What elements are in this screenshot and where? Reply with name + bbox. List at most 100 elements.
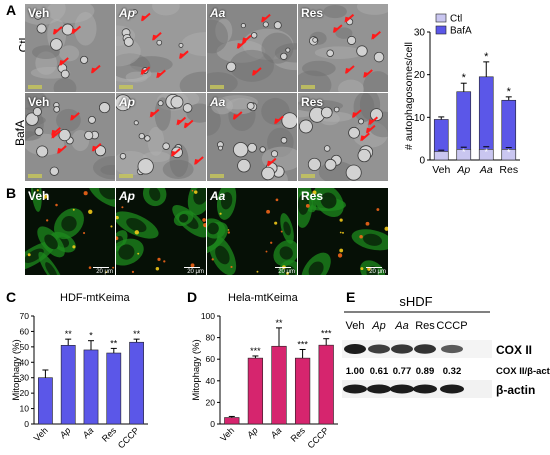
- em-vacuole: [233, 142, 249, 158]
- cox2-band: [414, 344, 436, 354]
- em-vacuole: [60, 69, 70, 79]
- cox2-band: [344, 344, 366, 354]
- bar: [129, 341, 144, 425]
- red-arrowhead: [152, 34, 158, 41]
- red-arrowhead: [176, 119, 182, 126]
- y-tick-label: 10: [414, 113, 426, 124]
- em-vacuole: [94, 145, 106, 157]
- hela-mitophagy-chart: 0 20 40 60 80 100 Mitophagy (%) Veh *** Ap ** Aa ***…: [191, 311, 338, 450]
- em-vacuole: [299, 119, 313, 134]
- mitochondria-dot: [256, 270, 259, 273]
- em-vacuole: [137, 158, 154, 175]
- bar: [294, 357, 311, 425]
- y-tick-label: 60: [206, 354, 216, 364]
- fluorescence-tile: Ap 20 μm: [116, 188, 206, 275]
- mitochondria-dot: [36, 189, 39, 192]
- em-vacuole: [58, 128, 71, 142]
- mitochondria-dot: [305, 203, 310, 208]
- mitochondria-dot: [265, 250, 268, 253]
- em-vacuole: [261, 166, 275, 181]
- red-arrow: [51, 127, 61, 136]
- red-arrow: [352, 109, 362, 118]
- actin-label: β-actin: [496, 383, 535, 397]
- red-arrowhead: [59, 60, 65, 67]
- em-tile-label: Aa: [210, 6, 226, 20]
- em-vacuole: [247, 142, 257, 153]
- em-tile-label: Veh: [28, 95, 50, 109]
- y-tick-label: 20: [20, 388, 30, 398]
- red-arrowhead: [70, 114, 76, 121]
- em-vacuole: [157, 100, 164, 107]
- mitochondria-dot: [339, 231, 342, 234]
- y-tick-label: 10: [20, 404, 30, 414]
- em-texture: [25, 93, 48, 111]
- em-vacuole: [156, 39, 163, 46]
- western-blot: sHDF Veh Ap Aa Res CCCP COX II 1.00 0.61 0.77 0.89…: [342, 294, 550, 398]
- mitochondria-dot: [286, 271, 290, 275]
- bar: [38, 377, 53, 425]
- cox2-band: [368, 344, 390, 354]
- cox2-band: [391, 344, 413, 354]
- y-axis-label: Mitophagy (%): [11, 339, 22, 400]
- em-texture: [301, 60, 336, 77]
- ratio-value: 0.77: [393, 366, 412, 377]
- mitochondria-dot: [191, 189, 194, 192]
- significance-star: ***: [250, 346, 261, 356]
- red-arrow: [267, 157, 277, 167]
- cell-nucleus: [61, 215, 77, 232]
- x-tick-label: Res: [100, 425, 119, 444]
- em-texture: [215, 18, 233, 43]
- red-arrow: [261, 13, 271, 23]
- em-tile-label: Res: [301, 6, 324, 20]
- em-vacuole: [226, 61, 237, 72]
- x-tick-label: Res: [289, 425, 308, 444]
- em-texture: [207, 105, 221, 136]
- fluorescence-tile-label: Veh: [28, 189, 50, 203]
- mitochondria-dot: [280, 230, 283, 233]
- y-tick-label: 30: [414, 28, 426, 39]
- mitochondria-dot: [365, 221, 370, 226]
- em-tile: Res: [298, 4, 388, 92]
- em-vacuole: [246, 102, 255, 110]
- em-scale-bar: [119, 174, 133, 178]
- red-arrowhead: [242, 37, 248, 44]
- scale-bar: [93, 267, 109, 268]
- red-arrowhead: [149, 111, 155, 118]
- em-vacuole: [262, 21, 269, 28]
- mitochondria-dot: [266, 209, 271, 214]
- red-arrow: [156, 69, 166, 79]
- actin-band: [343, 384, 367, 394]
- em-texture: [207, 19, 229, 54]
- em-texture: [216, 40, 266, 63]
- red-arrow: [194, 156, 204, 165]
- significance-star: ***: [321, 329, 332, 339]
- em-texture: [74, 11, 97, 46]
- cell-nucleus: [32, 188, 40, 200]
- mitochondria-dot: [339, 248, 344, 253]
- x-tick-label: CCCP: [116, 425, 141, 450]
- red-arrow: [363, 69, 373, 78]
- em-vacuole: [323, 145, 331, 152]
- em-background: [207, 4, 297, 92]
- red-arrow: [57, 145, 67, 154]
- em-vacuole: [324, 158, 337, 171]
- red-arrowhead: [183, 122, 189, 129]
- mitochondria-dot: [134, 230, 139, 235]
- em-tile: Ap: [116, 93, 206, 181]
- em-tile-label: Veh: [28, 6, 50, 20]
- legend-swatch-ctl: [435, 13, 447, 23]
- mitochondria-dot: [190, 263, 195, 268]
- em-texture: [147, 126, 165, 156]
- red-arrow: [252, 67, 262, 76]
- red-arrowhead: [236, 42, 242, 49]
- red-arrow: [233, 111, 243, 120]
- ctl-significance-star: *: [462, 147, 466, 157]
- em-tile: Veh: [25, 93, 115, 181]
- red-arrow: [141, 12, 151, 22]
- legend-swatch-bafa: [435, 25, 447, 35]
- red-arrowhead: [351, 112, 357, 119]
- red-arrowhead: [179, 53, 185, 60]
- significance-star: *: [462, 72, 467, 84]
- em-vacuole: [280, 137, 288, 144]
- lane-label: Res: [415, 320, 435, 332]
